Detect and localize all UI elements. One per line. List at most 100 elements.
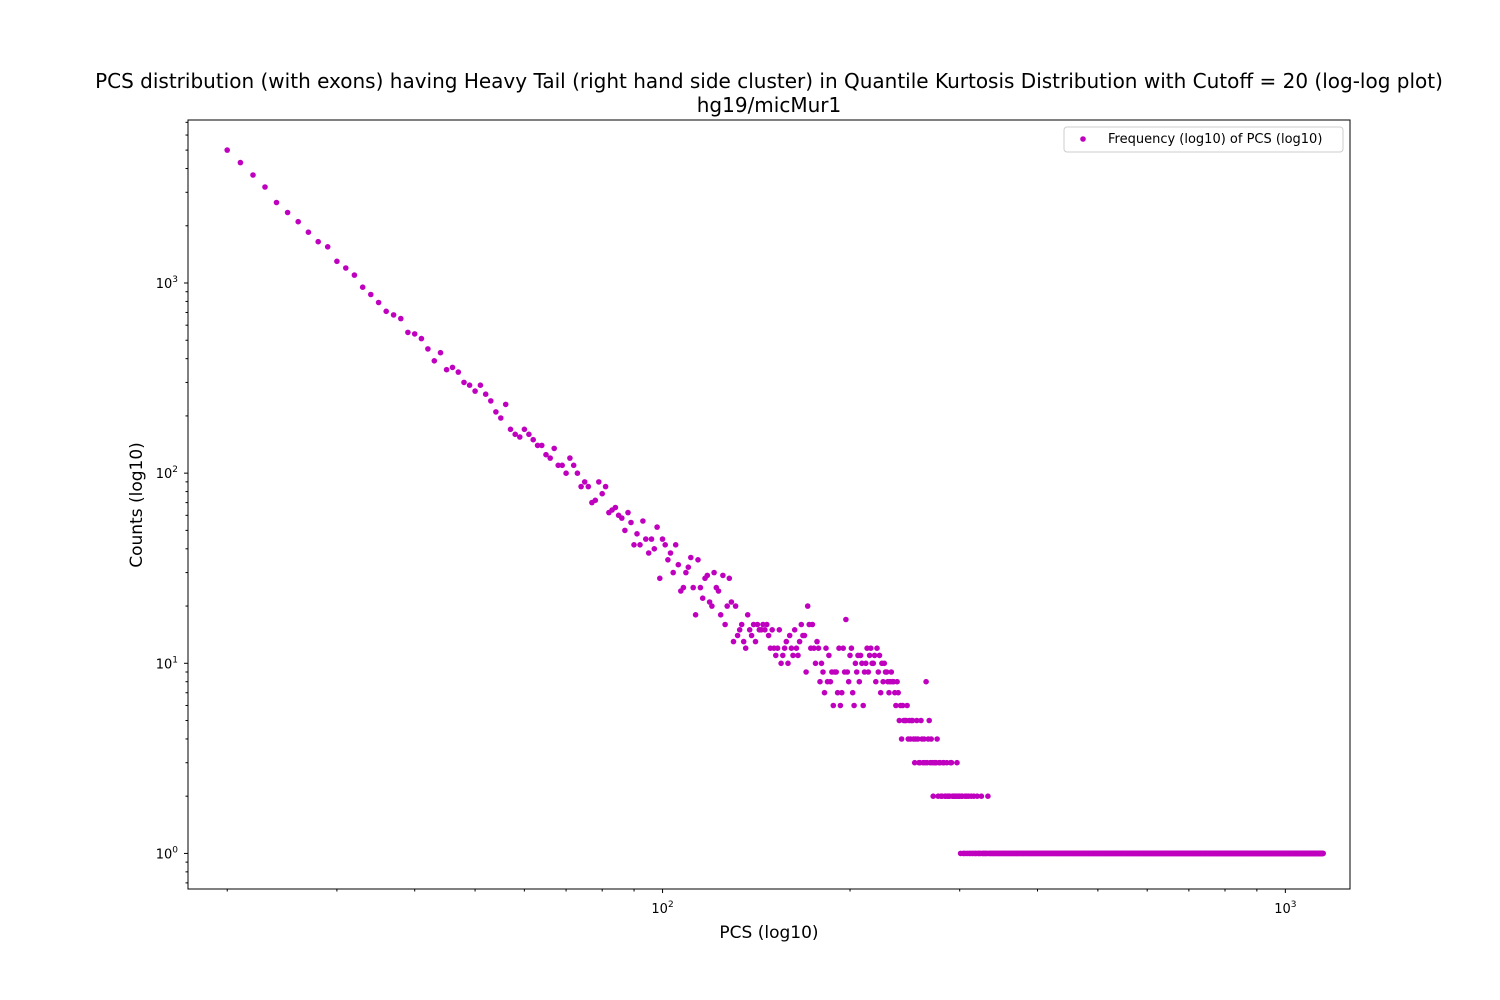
scatter-point <box>827 678 834 685</box>
axis-ticks: 102 103 100 101 102 103 <box>156 121 1296 917</box>
scatter-point <box>699 595 706 601</box>
scatter-point <box>754 621 761 628</box>
scatter-point <box>657 575 663 582</box>
scatter-point <box>455 369 462 375</box>
scatter-point <box>915 736 921 742</box>
scatter-point <box>863 660 869 667</box>
scatter-point <box>622 527 628 534</box>
scatter-point <box>224 147 230 153</box>
legend-box <box>1063 126 1344 153</box>
scatter-point <box>738 621 745 628</box>
scatter-point <box>359 284 366 291</box>
scatter-point <box>796 638 803 645</box>
scatter-point <box>431 358 438 364</box>
scatter-point <box>631 542 637 548</box>
scatter-point <box>351 272 358 278</box>
scatter-point <box>909 717 916 724</box>
scatter-point <box>662 542 668 548</box>
scatter-point <box>715 588 722 594</box>
scatter-point <box>324 244 331 250</box>
y-tick-label: 102 <box>156 465 178 482</box>
scatter-point <box>680 584 687 591</box>
scatter-point <box>472 388 478 394</box>
scatter-point <box>625 509 631 516</box>
scatter-point <box>284 209 291 216</box>
scatter-point <box>859 660 865 667</box>
scatter-point <box>865 669 872 675</box>
scatter-point <box>801 632 808 639</box>
scatter-point <box>581 479 588 485</box>
scatter-points <box>224 147 1326 857</box>
scatter-point <box>790 652 796 659</box>
scatter-point <box>619 515 625 521</box>
scatter-point <box>543 451 549 458</box>
scatter-point <box>732 603 739 609</box>
scatter-point <box>628 519 634 526</box>
scatter-point <box>911 759 918 766</box>
scatter-point <box>818 660 825 667</box>
scatter-point <box>637 542 643 548</box>
y-axis-label: Counts (log10) <box>127 442 147 568</box>
x-tick-label: 103 <box>1274 900 1296 917</box>
scatter-point <box>726 575 733 582</box>
scatter-point <box>502 401 509 408</box>
scatter-point <box>978 793 985 799</box>
scatter-point <box>634 531 640 537</box>
scatter-point <box>375 299 382 306</box>
scatter-point <box>559 462 565 469</box>
scatter-point <box>612 504 619 511</box>
scatter-point <box>793 645 800 651</box>
scatter-point <box>817 678 823 685</box>
scatter-point <box>547 455 553 461</box>
scatter-point <box>744 612 751 618</box>
x-tick-label: 102 <box>651 900 673 917</box>
scatter-point <box>852 660 859 667</box>
scatter-point <box>857 652 864 659</box>
scatter-point <box>773 652 779 659</box>
scatter-point <box>812 660 819 667</box>
scatter-point <box>888 669 895 675</box>
scatter-point <box>823 645 829 651</box>
scatter-point <box>866 652 873 659</box>
scatter-point <box>778 660 784 667</box>
plot-frame <box>187 119 1351 890</box>
scatter-point <box>881 660 888 667</box>
scatter-point <box>521 426 528 433</box>
scatter-point <box>893 702 899 709</box>
scatter-point <box>820 669 826 675</box>
scatter-point <box>692 612 699 618</box>
scatter-point <box>894 678 900 685</box>
scatter-point <box>262 184 268 190</box>
scatter-point <box>683 569 689 576</box>
scatter-point <box>670 569 676 576</box>
scatter-point <box>592 497 599 504</box>
scatter-point <box>875 669 882 675</box>
scatter-point <box>898 736 905 742</box>
scatter-point <box>305 229 312 235</box>
scatter-point <box>926 717 932 724</box>
scatter-point <box>948 759 955 766</box>
scatter-point <box>791 627 798 633</box>
scatter-point <box>596 479 602 485</box>
scatter-point <box>418 335 425 342</box>
scatter-point <box>762 627 768 633</box>
scatter-point <box>921 736 927 742</box>
scatter-point <box>695 557 701 563</box>
scatter-point <box>954 759 960 766</box>
scatter-point <box>904 702 910 709</box>
scatter-point <box>974 793 980 799</box>
scatter-point <box>853 669 860 675</box>
scatter-point <box>507 426 514 433</box>
legend-marker <box>1080 136 1086 142</box>
scatter-point <box>512 431 518 438</box>
scatter-point <box>405 329 411 336</box>
scatter-point <box>886 689 892 696</box>
scatter-point <box>602 483 609 490</box>
legend: Frequency (log10) of PCS (log10) <box>1063 126 1344 153</box>
scatter-point <box>398 315 404 322</box>
scatter-point <box>783 638 790 645</box>
scatter-point <box>742 645 749 651</box>
chart-title: PCS distribution (with exons) having Hea… <box>95 69 1443 93</box>
scatter-point <box>873 678 879 685</box>
scatter-point <box>848 645 855 651</box>
